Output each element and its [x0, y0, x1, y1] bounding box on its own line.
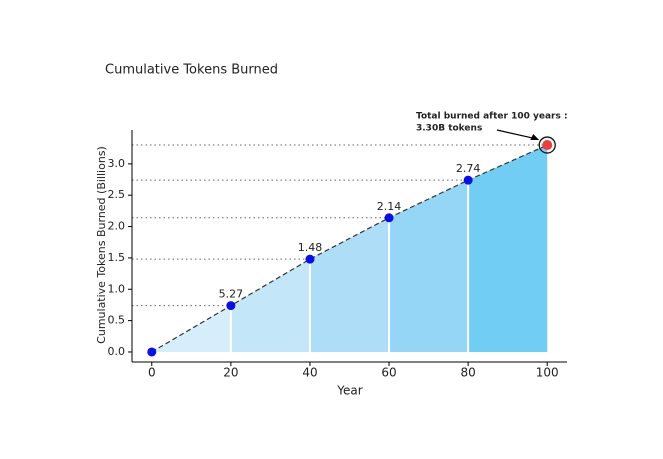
y-tick-label: 1.0 — [108, 282, 126, 295]
callout-arrow — [496, 129, 538, 140]
area-band — [309, 217, 390, 352]
point — [147, 347, 157, 357]
point — [305, 254, 315, 264]
area-band — [389, 180, 469, 352]
callout-text: 3.30B tokens — [416, 124, 482, 134]
y-tick-label: 1.5 — [108, 251, 126, 264]
chart-title: Cumulative Tokens Burned — [105, 63, 278, 78]
point-label: 2.74 — [456, 162, 481, 175]
y-tick-label: 0.0 — [108, 345, 126, 358]
point-label: 1.48 — [298, 241, 323, 254]
x-tick-label: 60 — [381, 366, 396, 380]
x-tick-label: 40 — [302, 366, 317, 380]
area-band — [151, 305, 231, 352]
point — [463, 175, 473, 185]
point — [384, 213, 394, 223]
y-tick-label: 3.0 — [108, 157, 126, 170]
y-tick-label: 2.0 — [108, 220, 126, 233]
area-band — [230, 259, 310, 352]
line — [151, 144, 548, 353]
x-tick-label: 80 — [460, 366, 475, 380]
highlight-point — [542, 140, 553, 151]
point-label: 5.27 — [219, 288, 244, 301]
point-label: 2.14 — [377, 200, 402, 213]
callout-text: Total burned after 100 years : — [416, 112, 568, 122]
y-tick-label: 2.5 — [108, 188, 126, 201]
x-tick-label: 100 — [536, 366, 559, 380]
x-tick-label: 20 — [223, 366, 238, 380]
area-band — [468, 145, 548, 352]
point — [226, 301, 236, 311]
x-axis-label: Year — [336, 384, 362, 398]
y-axis-label: Cumulative Tokens Burned (Billions) — [95, 146, 108, 344]
x-tick-label: 0 — [148, 366, 156, 380]
callout-arrowhead — [530, 134, 540, 141]
highlight-ring — [538, 136, 556, 154]
y-tick-label: 0.5 — [108, 314, 126, 327]
